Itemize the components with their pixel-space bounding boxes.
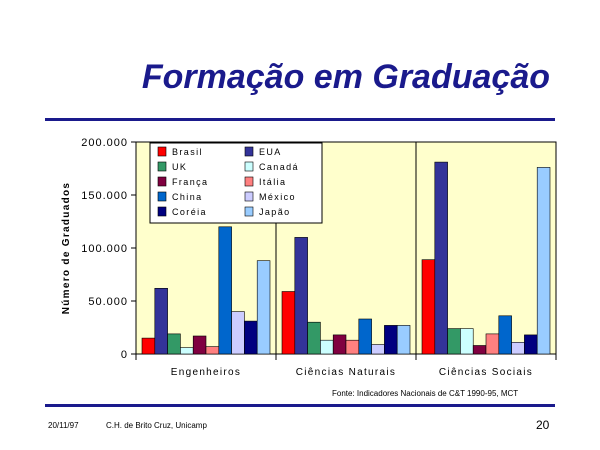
bar (396, 325, 411, 355)
bar (511, 341, 525, 355)
bar (205, 346, 220, 355)
footer-author: C.H. de Brito Cruz, Unicamp (106, 421, 207, 430)
bar (447, 328, 461, 355)
axes-group: 0 50.000 100.000 150.000 200.000 Número de Gr… (61, 137, 557, 378)
legend-swatch (244, 176, 254, 187)
y-tick-label: 200.000 (81, 137, 128, 149)
x-tick-label: Engenheiros (171, 367, 241, 378)
bar (460, 328, 474, 355)
legend-label: França (172, 177, 208, 187)
x-tick-label: Ciências Sociais (439, 367, 533, 378)
legend-label: Itália (259, 177, 286, 187)
legend-label: Coréia (172, 207, 207, 217)
x-tick-label: Ciências Naturais (296, 367, 396, 378)
source-note: Fonte: Indicadores Nacionais de C&T 1990… (332, 389, 519, 398)
y-axis-label: Número de Graduados (61, 182, 72, 315)
bar (485, 333, 500, 355)
legend-swatch (157, 176, 167, 187)
bar (244, 320, 258, 355)
legend-swatch (157, 146, 167, 157)
legend-label: Canadá (259, 162, 299, 172)
legend-box (149, 142, 323, 224)
legend-label: EUA (259, 147, 282, 157)
bar (524, 334, 538, 355)
bar (294, 237, 308, 355)
legend-swatch (244, 146, 254, 157)
bar (307, 321, 321, 355)
bar (472, 345, 487, 355)
y-tick-label: 150.000 (81, 190, 128, 202)
bar (536, 167, 551, 355)
footer-date: 20/11/97 (48, 421, 79, 430)
slide-title: Formação em Graduação (141, 58, 550, 96)
legend-swatch (244, 191, 254, 202)
bar (332, 334, 347, 355)
bar (256, 260, 271, 355)
bar (231, 311, 245, 355)
legend-label: Japão (259, 207, 291, 217)
legend: Brasil EUA UK Canadá França Itália China México… (149, 142, 323, 224)
y-tick-label: 100.000 (81, 243, 128, 255)
bar (154, 287, 168, 355)
bar (358, 318, 372, 355)
legend-label: China (172, 192, 203, 202)
bar (320, 339, 334, 355)
bar (371, 344, 385, 355)
bar (384, 325, 398, 355)
bar (434, 161, 448, 355)
legend-swatch (244, 161, 254, 172)
legend-label: UK (172, 162, 187, 172)
bar (498, 315, 512, 355)
bar (180, 347, 194, 355)
title-rule (45, 118, 555, 121)
legend-swatch (244, 206, 254, 217)
bar (167, 333, 181, 355)
bar (141, 337, 156, 355)
legend-label: México (259, 192, 296, 202)
bar (218, 226, 232, 355)
bar (192, 335, 207, 355)
legend-swatch (157, 206, 167, 217)
y-tick-label: 0 (121, 349, 128, 361)
legend-label: Brasil (172, 147, 203, 157)
y-tick-label: 50.000 (88, 296, 128, 308)
footer-rule (45, 404, 555, 407)
page-number: 20 (536, 418, 550, 432)
bar (421, 259, 436, 355)
legend-swatch (157, 191, 167, 202)
legend-swatch (157, 161, 167, 172)
bar (345, 339, 360, 355)
bar (281, 291, 296, 355)
bars-group (141, 161, 551, 355)
